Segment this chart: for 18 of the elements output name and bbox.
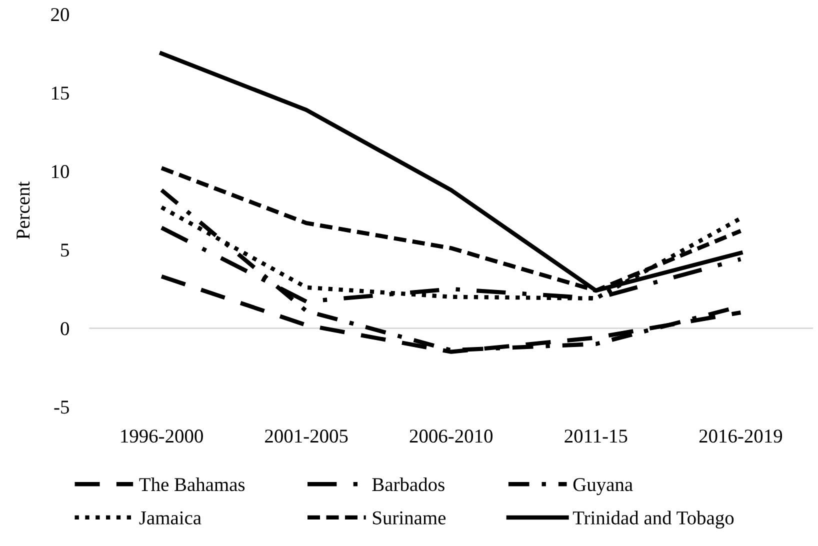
x-tick-label: 2016-2019: [699, 430, 782, 443]
legend-label: Barbados: [372, 477, 444, 492]
y-tick-label: 0: [60, 322, 69, 336]
x-tick-label: 2001-2005: [265, 430, 348, 443]
x-tick-label: 2011-15: [564, 430, 628, 443]
y-tick-label: 15: [52, 86, 69, 100]
legend-label: The Bahamas: [139, 477, 245, 492]
y-tick-label: -5: [54, 400, 69, 414]
y-axis-title: Percent: [16, 181, 30, 240]
legend-label: Guyana: [573, 478, 633, 496]
legend-label: Jamaica: [139, 511, 202, 524]
x-tick-label: 1996-2000: [121, 430, 203, 443]
legend-label: Trinidad and Tobago: [572, 510, 734, 528]
y-tick-label: 5: [61, 244, 69, 257]
x-tick-label: 2006-2010: [410, 430, 493, 443]
y-tick-label: 20: [51, 8, 69, 22]
y-tick-label: 10: [52, 165, 69, 178]
legend-label: Suriname: [372, 511, 446, 524]
